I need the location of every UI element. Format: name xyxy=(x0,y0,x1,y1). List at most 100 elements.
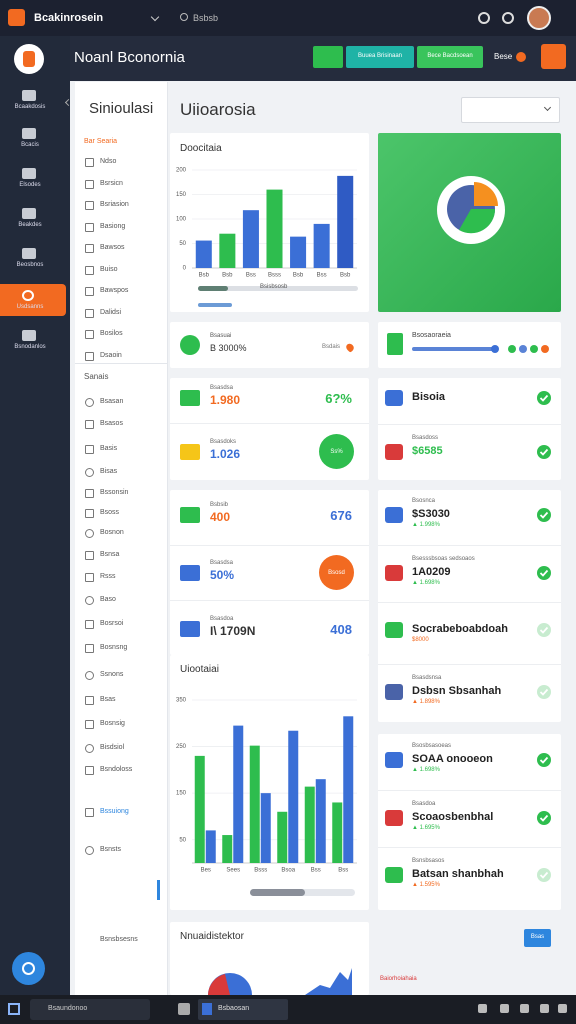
subnav-item[interactable]: Basiong xyxy=(100,222,126,230)
icon-globe[interactable] xyxy=(502,12,514,24)
tray-icon[interactable] xyxy=(520,1004,529,1013)
btn-green[interactable] xyxy=(313,46,343,68)
bar xyxy=(288,730,299,863)
subnav-item[interactable]: Bsas xyxy=(100,696,116,703)
nav-label[interactable]: Elsodes xyxy=(19,182,41,188)
row-value: 1.026 xyxy=(210,447,241,461)
taskbar-app-bg[interactable] xyxy=(198,999,288,1020)
subnav-item[interactable]: Bisdsiol xyxy=(100,744,125,751)
taskbar-search[interactable] xyxy=(30,999,150,1020)
avatar[interactable] xyxy=(527,6,551,30)
subnav-item[interactable]: Bsnsa xyxy=(100,551,120,558)
dropdown[interactable] xyxy=(461,97,560,123)
nav-icon[interactable] xyxy=(22,208,36,219)
subnav-item[interactable]: Bawsos xyxy=(100,244,125,251)
nav-icon[interactable] xyxy=(22,128,36,139)
bar-chart: 0 50 100 150 200 Bsb Bsb Bss Bsss Bsb Bss Bsb xyxy=(176,168,357,279)
y-tick-label: 50 xyxy=(179,241,186,247)
subnav-item[interactable]: Bsndoloss xyxy=(100,766,133,773)
area xyxy=(305,968,352,995)
slider-knob[interactable] xyxy=(491,345,499,353)
nav-icon[interactable] xyxy=(22,168,36,179)
y-tick-label: 150 xyxy=(176,192,187,198)
nav-label[interactable]: Beakdes xyxy=(18,222,42,228)
nav-label[interactable]: Bcacis xyxy=(21,142,39,148)
check-circle xyxy=(537,685,551,699)
subnav-item[interactable]: Bosilos xyxy=(100,330,123,337)
nav-label[interactable]: Bcaakdosis xyxy=(14,104,46,110)
tray-icon[interactable] xyxy=(540,1004,549,1013)
subnav-item[interactable]: Bawspos xyxy=(100,287,129,294)
subnav-item[interactable]: Bosnsig xyxy=(100,720,125,727)
progress-mini xyxy=(198,303,232,307)
check-mark xyxy=(539,448,549,456)
side-badge-text: Ss% xyxy=(330,449,343,455)
row-value: I\ 1709N xyxy=(210,624,256,638)
subnav-icon xyxy=(85,720,94,729)
subnav-footer[interactable]: Bsnsbsesns xyxy=(100,936,138,943)
bar xyxy=(242,210,259,268)
subnav-icon xyxy=(85,671,94,680)
subnav-item[interactable]: Bosnon xyxy=(100,529,124,536)
dot xyxy=(508,345,516,353)
pie-slice xyxy=(459,209,496,234)
row-value: $6585 xyxy=(412,445,443,457)
tray-icon[interactable] xyxy=(478,1004,487,1013)
subnav-item[interactable]: Bosrsoi xyxy=(100,620,124,627)
subnav-item[interactable]: Baso xyxy=(100,596,116,603)
nav-icon[interactable] xyxy=(22,248,36,259)
taskbar-icon[interactable] xyxy=(178,1003,190,1015)
bottom-button[interactable] xyxy=(524,929,551,947)
app-name[interactable]: Bcakinrosein xyxy=(34,12,104,24)
search-text[interactable]: Bsbsb xyxy=(193,13,219,23)
row-value: 1A0209 xyxy=(412,566,451,578)
subnav-item[interactable]: Bsrsicn xyxy=(100,179,123,187)
subnav-item[interactable]: Ssnons xyxy=(100,671,124,678)
nav-label[interactable]: Bsnodanlos xyxy=(14,344,46,350)
subnav-item[interactable]: Bisas xyxy=(100,468,118,475)
subnav-item[interactable]: Bsriasion xyxy=(100,201,129,208)
subnav-item[interactable]: Ndso xyxy=(100,158,117,165)
scroll-thumb[interactable] xyxy=(250,889,305,896)
x-tick-label: Bsss xyxy=(254,868,267,874)
subnav-item[interactable]: Dalidsi xyxy=(100,308,122,316)
start-icon[interactable] xyxy=(8,1003,20,1015)
subnav-item[interactable]: Dsaoin xyxy=(100,351,122,359)
row-value: Scoaosbenbhal xyxy=(412,811,494,823)
subnav-item[interactable]: Bsnsts xyxy=(100,846,122,853)
subnav-item[interactable]: Buiso xyxy=(100,265,118,273)
subnav-item[interactable]: Rsss xyxy=(100,573,116,580)
subnav-item[interactable]: Bsasan xyxy=(100,398,124,405)
check-mark xyxy=(539,569,549,577)
subnav-icon xyxy=(85,808,94,817)
nav-icon[interactable] xyxy=(22,290,34,301)
btn-orange[interactable] xyxy=(541,44,566,69)
nav-icon[interactable] xyxy=(22,90,36,101)
subnav-item[interactable]: Bssonsin xyxy=(100,489,129,496)
search-icon xyxy=(180,13,188,21)
tray-icon[interactable] xyxy=(558,1004,567,1013)
btn-teal[interactable] xyxy=(346,46,414,68)
stat-label: Bsasuai xyxy=(210,333,232,339)
nav-label[interactable]: Beosbnos xyxy=(16,262,44,268)
check-circle xyxy=(537,623,551,637)
subnav-item[interactable]: Bssuiong xyxy=(100,808,129,815)
btn-green2[interactable] xyxy=(417,46,483,68)
subnav-item[interactable]: Bsasos xyxy=(100,420,123,427)
stat-label: Bsosaoraeia xyxy=(412,332,451,339)
nav-icon[interactable] xyxy=(22,330,36,341)
user-name[interactable]: Bese xyxy=(494,52,513,61)
row-label: Bsasdsa xyxy=(210,385,234,391)
subnav-item[interactable]: Bsoss xyxy=(100,509,120,516)
check-mark xyxy=(539,871,549,879)
tray-icon[interactable] xyxy=(500,1004,509,1013)
card-title: Nnuaidistektor xyxy=(180,931,244,942)
icon-clock[interactable] xyxy=(478,12,490,24)
subnav-item[interactable]: Bosnsng xyxy=(100,644,128,651)
nav-label[interactable]: Usdsanns xyxy=(16,304,44,310)
bar xyxy=(266,189,283,268)
bar xyxy=(260,793,271,863)
row-divider xyxy=(378,424,561,425)
check-circle xyxy=(537,566,551,580)
subnav-item[interactable]: Basis xyxy=(100,445,118,452)
